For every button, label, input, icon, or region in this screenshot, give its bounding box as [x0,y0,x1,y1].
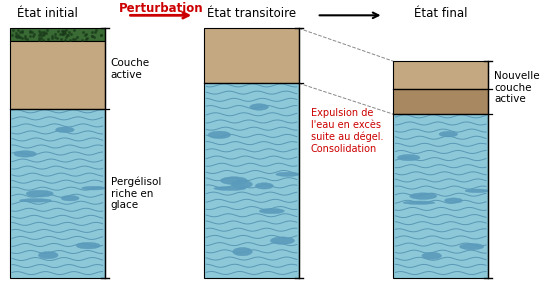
Bar [10,109,104,278]
Ellipse shape [76,242,100,249]
Ellipse shape [232,248,252,256]
Text: Couche
active: Couche active [110,58,150,80]
Ellipse shape [465,189,489,193]
Bar [204,28,299,83]
Text: Pergélisol
riche en
glace: Pergélisol riche en glace [110,177,161,210]
Text: État transitoire: État transitoire [207,7,296,20]
Text: État initial: État initial [17,7,78,20]
Ellipse shape [410,193,437,200]
Ellipse shape [214,186,246,190]
Ellipse shape [82,186,105,190]
Ellipse shape [39,252,58,259]
Ellipse shape [403,201,435,205]
Bar [394,61,488,89]
Ellipse shape [56,127,74,133]
Bar [204,83,299,278]
Ellipse shape [208,131,231,139]
Text: État final: État final [414,7,468,20]
Text: Expulsion de
l'eau en excès
suite au dégel.
Consolidation: Expulsion de l'eau en excès suite au dég… [311,108,383,154]
Ellipse shape [422,252,442,259]
Bar [394,89,488,114]
Ellipse shape [61,195,79,201]
Ellipse shape [255,183,273,189]
Bar [10,28,104,41]
Text: Perturbation: Perturbation [119,2,203,15]
Ellipse shape [231,180,252,188]
Ellipse shape [259,208,284,214]
Ellipse shape [444,198,463,203]
Bar [10,41,104,109]
Ellipse shape [460,243,484,250]
Bar [394,114,488,278]
Ellipse shape [276,172,300,176]
Text: Nouvelle
couche
active: Nouvelle couche active [494,71,540,104]
Ellipse shape [250,104,268,110]
Ellipse shape [220,177,247,185]
Ellipse shape [20,199,51,202]
Ellipse shape [14,151,36,157]
Ellipse shape [439,132,458,137]
Ellipse shape [270,237,295,244]
Ellipse shape [397,154,420,161]
Ellipse shape [26,190,53,197]
